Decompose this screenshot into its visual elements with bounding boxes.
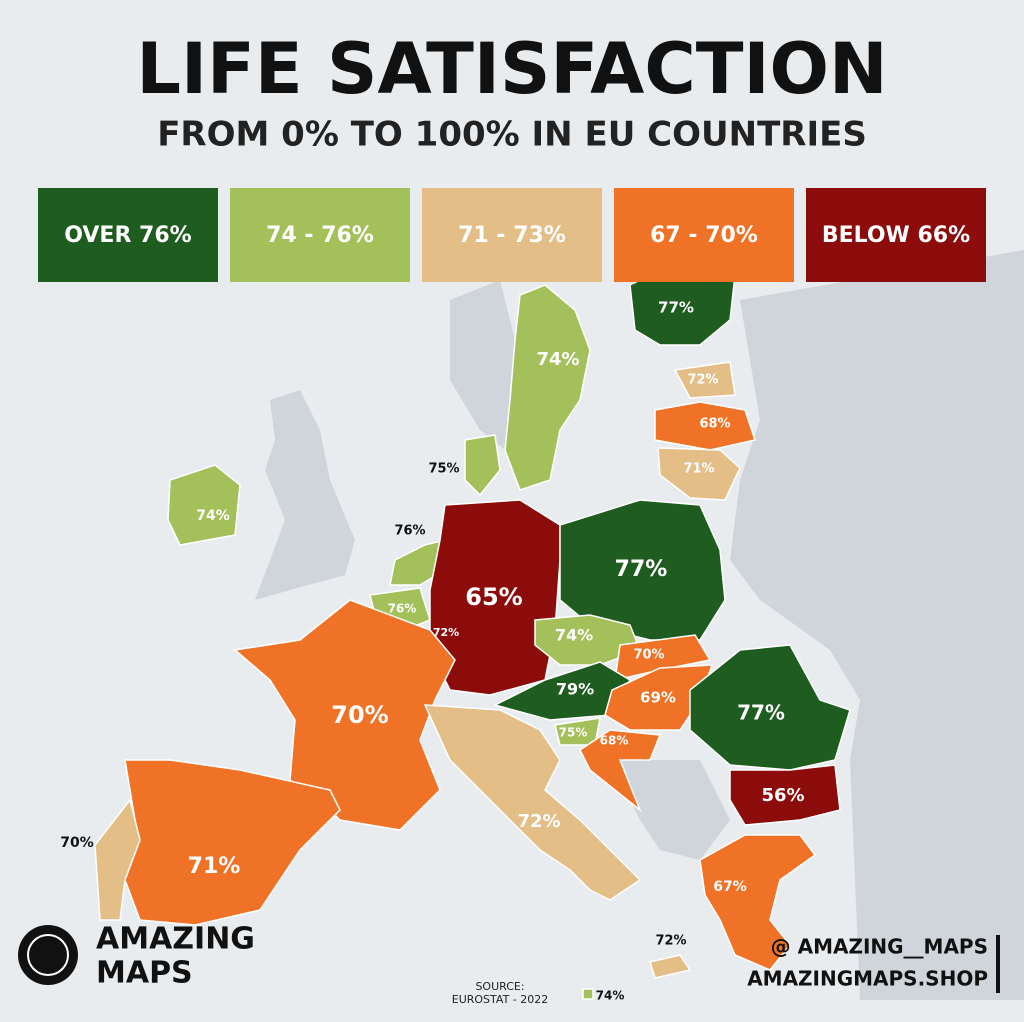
country-value-label: 67% — [713, 879, 747, 895]
country-value-label: 71% — [188, 854, 241, 879]
country-region — [233, 599, 456, 831]
country-value-label: 65% — [465, 583, 522, 611]
country-region — [729, 764, 841, 826]
instagram-handle: @ AMAZING__MAPS — [771, 935, 988, 959]
land-shape — [730, 250, 1024, 1000]
country-region — [167, 464, 241, 546]
country-region — [657, 447, 741, 501]
country-value-label: 75% — [428, 462, 459, 477]
title: LIFE SATISFACTION — [136, 28, 887, 110]
legend-label: BELOW 66% — [822, 223, 970, 248]
country-region — [654, 401, 756, 451]
country-value-label: 79% — [556, 680, 594, 699]
country-value-label: 68% — [699, 417, 730, 432]
map: 77% 74% 72% 68% 71% 75% 74% 76% 76% 72% 65% 77% 74% 7… — [60, 269, 851, 1003]
country-value-label: 70% — [60, 835, 94, 851]
country-value-label: 71% — [683, 462, 714, 477]
land-shape — [255, 390, 355, 600]
land-shape — [610, 760, 730, 860]
legend-swatch — [806, 188, 986, 282]
background-land — [255, 250, 1024, 1000]
country-value-label: 56% — [761, 785, 804, 806]
country-region — [699, 834, 817, 971]
country-value-label: 74% — [196, 508, 230, 524]
divider — [996, 935, 1000, 993]
country-region — [582, 988, 594, 1000]
country-value-label: 75% — [559, 726, 588, 740]
shop-url: AMAZINGMAPS.SHOP — [747, 967, 988, 991]
logo-ring — [27, 934, 69, 976]
logo-globe — [18, 925, 78, 985]
country-value-label: 72% — [433, 626, 459, 639]
country-region — [423, 704, 642, 901]
legend-label: 67 - 70% — [650, 223, 758, 248]
country-region — [559, 499, 726, 641]
country-region — [429, 499, 561, 696]
land-shape — [450, 280, 515, 450]
legend-label: OVER 76% — [64, 223, 191, 248]
legend-swatch — [614, 188, 794, 282]
country-value-label: 77% — [658, 299, 694, 317]
country-region — [504, 284, 591, 491]
country-value-label: 68% — [600, 734, 629, 748]
legend-swatch — [38, 188, 218, 282]
country-region — [94, 798, 141, 921]
country-value-label: 74% — [536, 349, 579, 370]
legend: OVER 76% 74 - 76% 71 - 73% 67 - 70% BELOW 66… — [38, 188, 986, 282]
country-value-label: 69% — [640, 689, 676, 707]
country-value-label: 76% — [388, 602, 417, 616]
legend-swatch — [230, 188, 410, 282]
brand-line: AMAZING — [96, 922, 255, 957]
country-region — [649, 954, 692, 979]
legend-swatch — [422, 188, 602, 282]
country-value-label: 74% — [555, 626, 593, 645]
country-value-label: 77% — [737, 701, 785, 725]
country-region — [579, 729, 662, 813]
country-value-label: 72% — [687, 373, 718, 388]
country-value-label: 77% — [615, 557, 668, 582]
subtitle: FROM 0% TO 100% IN EU COUNTRIES — [157, 115, 867, 155]
country-value-label: 74% — [596, 989, 625, 1003]
brand-line: MAPS — [96, 956, 193, 991]
legend-label: 71 - 73% — [458, 223, 566, 248]
country-region — [492, 661, 632, 721]
country-value-label: 70% — [331, 701, 388, 729]
country-value-label: 70% — [633, 648, 664, 663]
country-value-label: 76% — [394, 524, 425, 539]
country-region — [673, 361, 736, 399]
legend-label: 74 - 76% — [266, 223, 374, 248]
country-value-label: 72% — [517, 811, 560, 832]
source-text: EUROSTAT - 2022 — [452, 993, 549, 1006]
country-region — [464, 434, 501, 497]
country-region — [689, 644, 851, 771]
country-value-label: 72% — [655, 934, 686, 949]
source-label: SOURCE: — [475, 980, 524, 993]
